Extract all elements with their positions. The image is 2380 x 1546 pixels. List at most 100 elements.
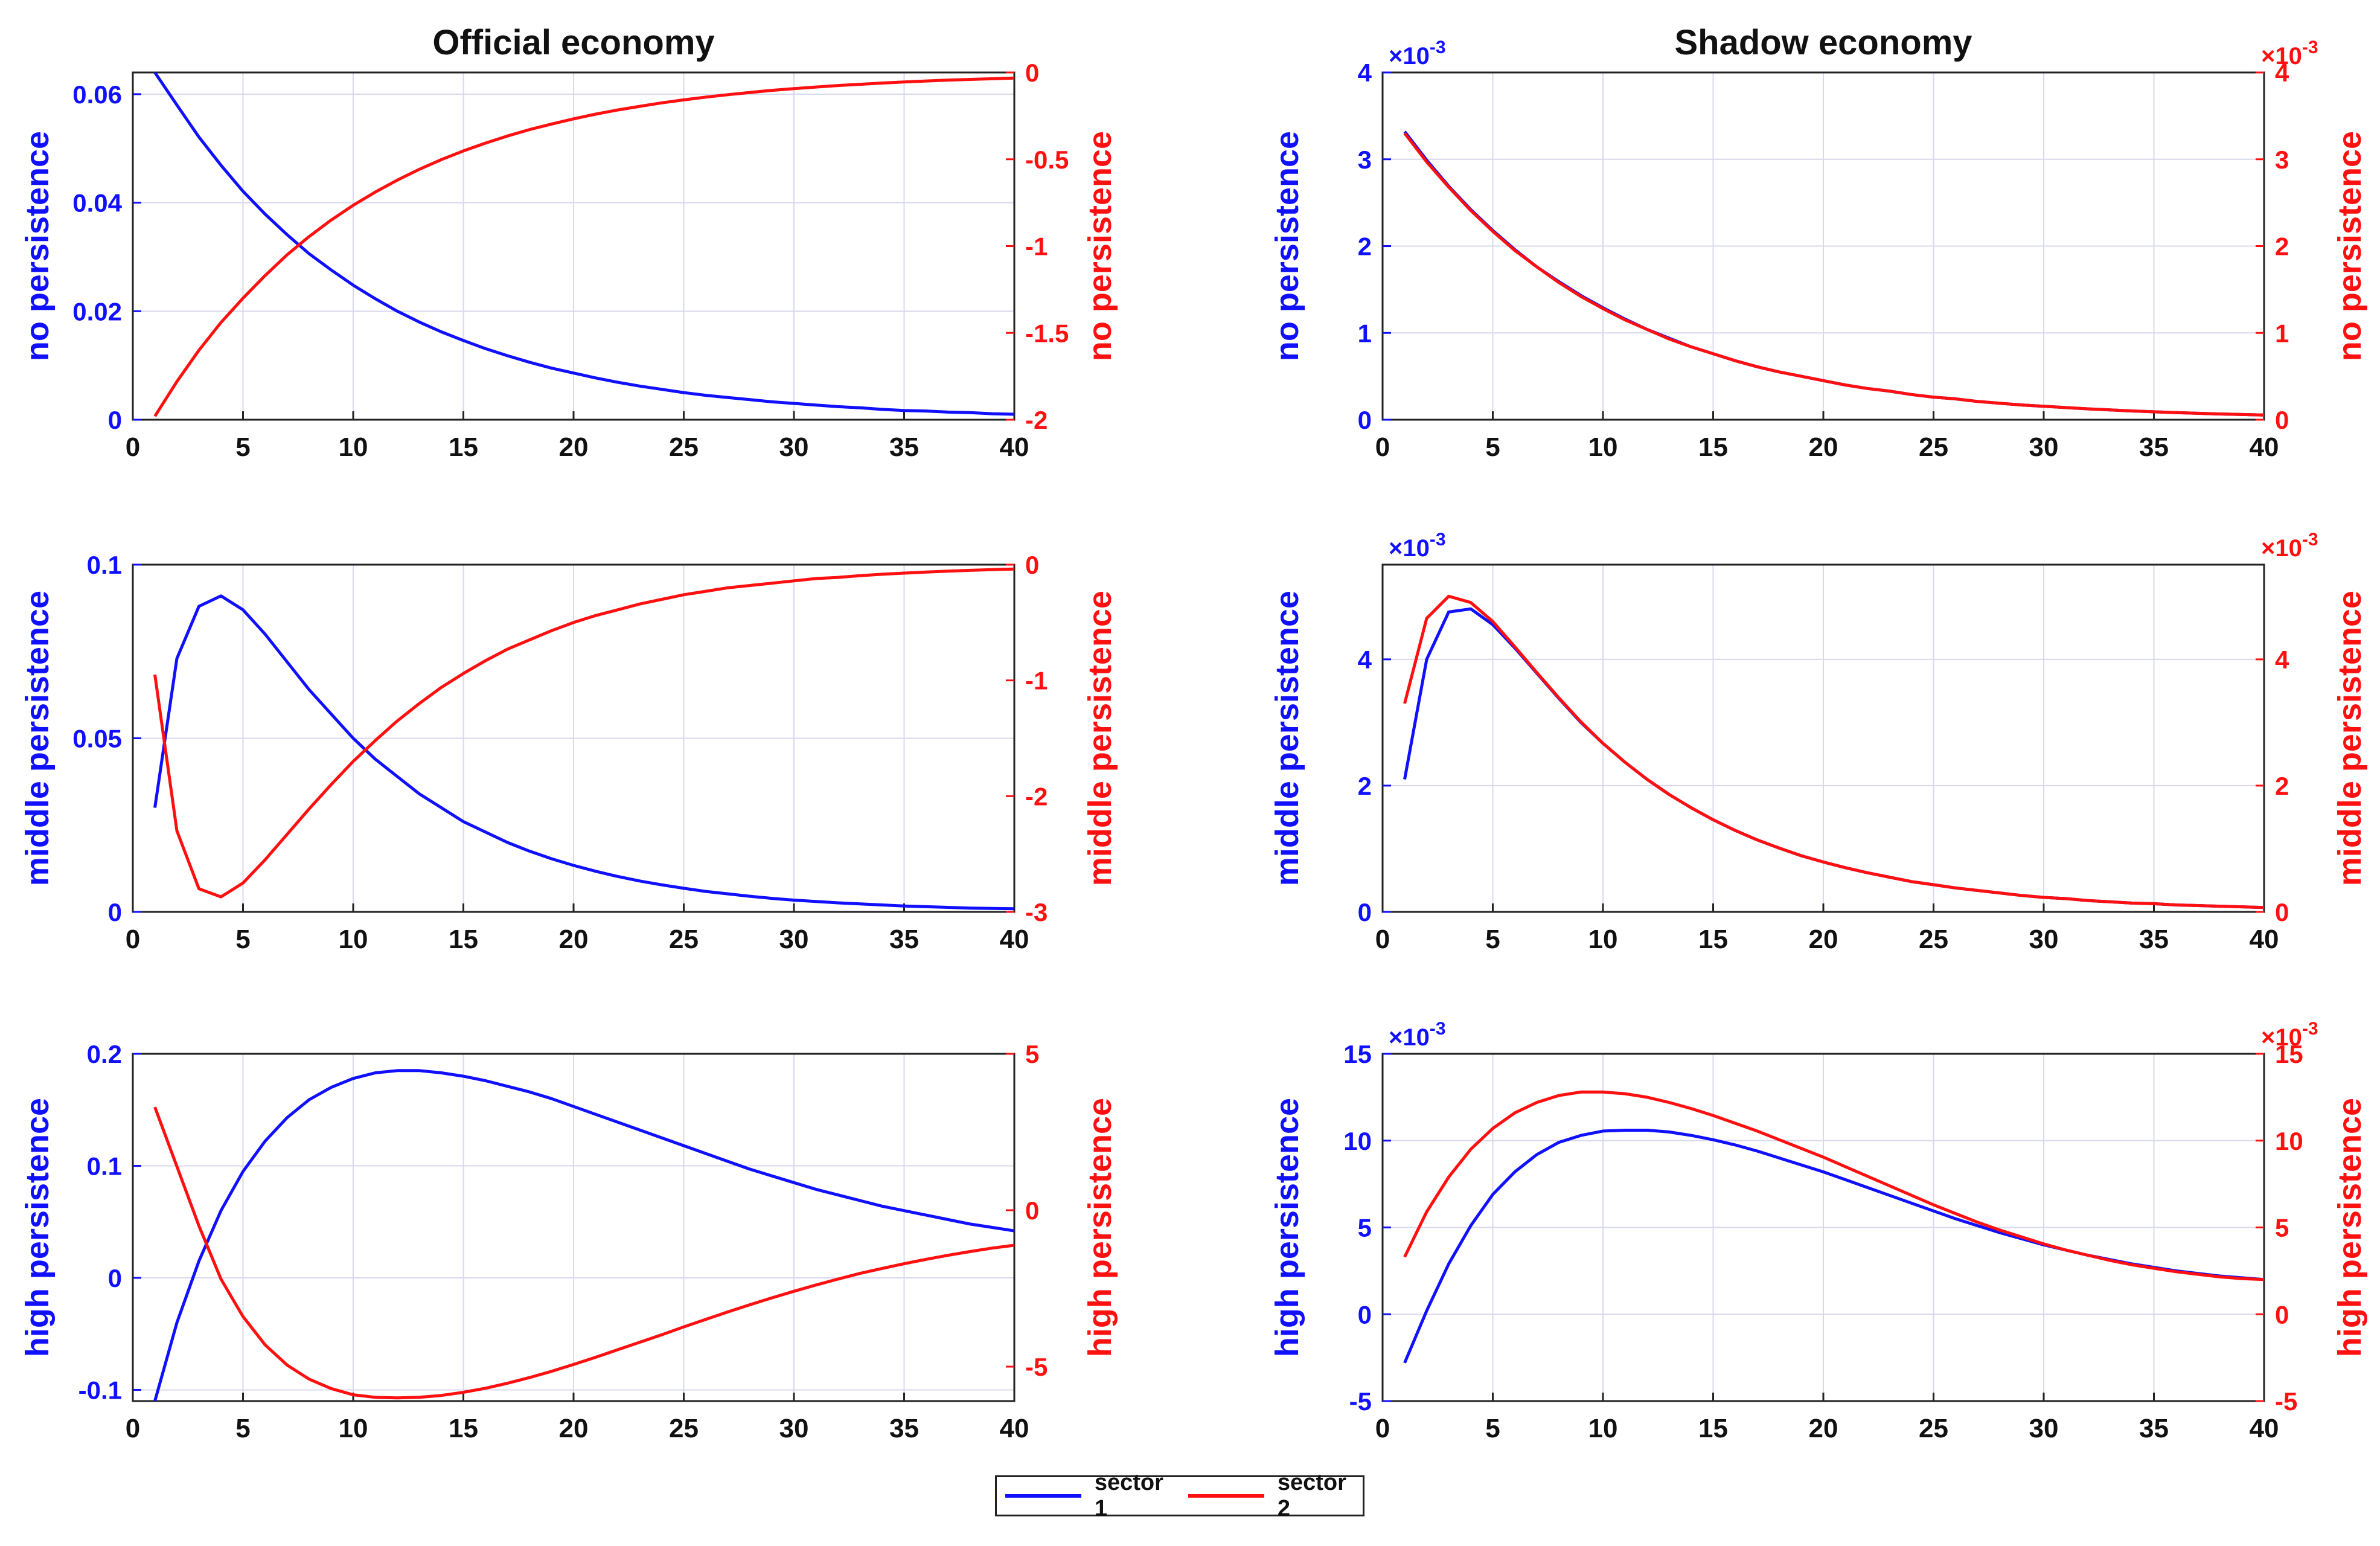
- y-left-tick-label: 1: [1358, 319, 1372, 347]
- x-tick-label: 20: [559, 925, 589, 954]
- y-left-tick-label: 0.06: [72, 80, 122, 109]
- y-right-axis-label: middle persistence: [2332, 591, 2368, 886]
- x-tick-label: 10: [339, 432, 368, 462]
- x-tick-label: 5: [1485, 925, 1500, 954]
- x-tick-label: 10: [1588, 1414, 1618, 1443]
- x-tick-label: 30: [779, 1414, 809, 1443]
- y-left-tick-label: 0.02: [72, 297, 122, 326]
- y-left-exponent-power: -3: [1430, 530, 1446, 550]
- y-right-tick-label: -2: [1025, 782, 1048, 810]
- chart-title: Official economy: [432, 23, 714, 62]
- y-left-axis-label: no persistence: [19, 131, 56, 361]
- x-tick-label: 5: [1485, 432, 1500, 462]
- y-right-tick-label: -1: [1025, 233, 1048, 261]
- x-tick-label: 30: [2029, 432, 2059, 462]
- y-left-tick-label: 15: [1343, 1040, 1372, 1068]
- x-tick-label: 0: [126, 925, 140, 954]
- series-line-sector-1: [153, 594, 1014, 911]
- x-tick-label: 20: [559, 432, 589, 462]
- x-tick-label: 40: [2250, 432, 2279, 462]
- y-left-tick-label: 4: [1358, 646, 1372, 674]
- legend-label-sector-1: sector 1: [1094, 1470, 1163, 1521]
- legend-label-sector-2: sector 2: [1277, 1470, 1346, 1521]
- y-right-tick-label: 15: [2275, 1040, 2303, 1068]
- x-tick-label: 10: [339, 1414, 368, 1443]
- y-right-exponent: ×10-3: [2261, 530, 2318, 562]
- x-tick-label: 25: [1919, 1414, 1948, 1443]
- x-tick-label: 35: [889, 1414, 919, 1443]
- y-right-tick-label: 0: [2275, 898, 2289, 926]
- y-right-tick-label: 0: [1025, 59, 1039, 87]
- x-tick-label: 25: [1919, 925, 1948, 954]
- y-left-tick-label: 0: [108, 898, 122, 926]
- y-left-axis-label: high persistence: [1269, 1098, 1305, 1357]
- y-right-tick-label: 5: [1025, 1040, 1039, 1068]
- chart-title: Shadow economy: [1674, 23, 1972, 62]
- y-left-exponent-power: -3: [1430, 1019, 1446, 1039]
- y-right-tick-label: -5: [2275, 1387, 2297, 1416]
- y-right-tick-label: 10: [2275, 1127, 2303, 1155]
- x-tick-label: 0: [1375, 925, 1390, 954]
- x-tick-label: 10: [339, 925, 368, 954]
- y-right-tick-label: 0: [1025, 551, 1039, 579]
- y-right-tick-label: 4: [2275, 59, 2289, 87]
- series-line-sector-1: [1403, 607, 2264, 909]
- x-tick-label: 15: [1698, 432, 1728, 462]
- x-tick-label: 30: [779, 925, 809, 954]
- x-tick-label: 20: [1809, 432, 1838, 462]
- x-tick-label: 15: [449, 925, 478, 954]
- y-left-tick-label: 0: [108, 1264, 122, 1292]
- y-left-tick-label: 3: [1358, 146, 1372, 174]
- x-tick-label: 0: [126, 432, 140, 462]
- series-line-sector-2: [153, 567, 1014, 899]
- series-line-sector-1: [1403, 1129, 2264, 1364]
- x-tick-label: 5: [235, 925, 250, 954]
- y-left-exponent: ×10-3: [1389, 530, 1446, 562]
- x-tick-label: 35: [2139, 1414, 2169, 1443]
- y-right-axis-label: middle persistence: [1082, 591, 1118, 886]
- x-tick-label: 40: [2250, 1414, 2279, 1443]
- y-left-tick-label: 0: [1358, 406, 1372, 434]
- y-right-tick-label: 0: [2275, 406, 2289, 434]
- y-right-axis-label: high persistence: [2332, 1098, 2368, 1357]
- y-right-tick-label: 0: [1025, 1196, 1039, 1225]
- x-tick-label: 30: [2029, 1414, 2059, 1443]
- y-right-tick-label: -1: [1025, 667, 1048, 695]
- y-right-tick-label: 5: [2275, 1214, 2289, 1242]
- y-right-tick-label: 2: [2275, 772, 2289, 800]
- y-right-tick-label: -0.5: [1025, 146, 1069, 174]
- x-tick-label: 35: [889, 432, 919, 462]
- legend-item-sector-2: sector 2: [1180, 1470, 1363, 1521]
- series-line-sector-2: [1403, 1090, 2264, 1281]
- y-left-exponent: ×10-3: [1389, 37, 1446, 69]
- chart-official-no: 0 5 10 15 20 25 30 35 40 0 0.02 0.04 0.06 -2 -1.5 -1 -0.…: [19, 23, 1118, 462]
- y-left-tick-label: 0: [108, 406, 122, 434]
- series-line-sector-2: [1403, 132, 2264, 417]
- y-left-axis-label: high persistence: [19, 1098, 56, 1357]
- x-tick-label: 20: [1809, 925, 1838, 954]
- y-left-tick-label: 5: [1358, 1214, 1372, 1242]
- x-tick-label: 35: [889, 925, 919, 954]
- series-line-sector-1: [153, 1069, 1014, 1401]
- y-left-exponent: ×10-3: [1389, 1019, 1446, 1051]
- legend-swatch-sector-1: [1005, 1494, 1081, 1498]
- y-left-tick-label: 0.2: [87, 1040, 122, 1068]
- y-left-exponent-power: -3: [1430, 37, 1446, 57]
- x-tick-label: 5: [1485, 1414, 1500, 1443]
- x-tick-label: 15: [449, 1414, 478, 1443]
- x-tick-label: 30: [779, 432, 809, 462]
- y-left-tick-label: 0: [1358, 1300, 1372, 1329]
- y-left-tick-label: 0.04: [72, 189, 122, 217]
- y-left-axis-label: no persistence: [1269, 131, 1305, 361]
- x-tick-label: 25: [669, 925, 699, 954]
- y-right-axis-label: no persistence: [1082, 131, 1118, 361]
- x-tick-label: 25: [669, 1414, 699, 1443]
- x-tick-label: 10: [1588, 925, 1618, 954]
- y-left-tick-label: 10: [1343, 1127, 1372, 1155]
- y-right-exponent: ×10-3: [2261, 37, 2318, 69]
- x-tick-label: 15: [1698, 1414, 1728, 1443]
- y-right-tick-label: -1.5: [1025, 319, 1069, 347]
